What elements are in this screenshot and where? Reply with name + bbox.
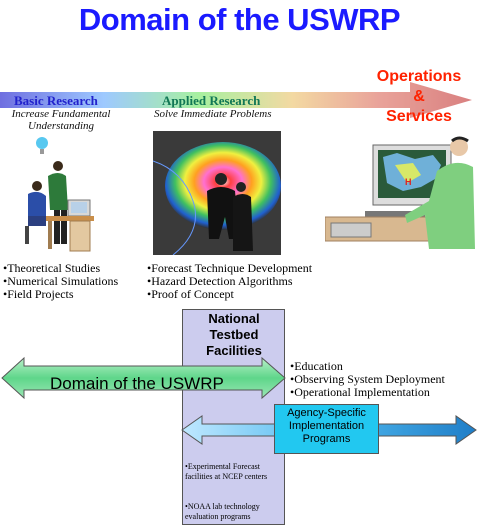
testbed-title: National Testbed Facilities bbox=[206, 311, 262, 358]
operations-services-label: Operations & Services bbox=[366, 67, 472, 127]
applied-research-bullets: Forecast Technique Development Hazard De… bbox=[147, 262, 347, 301]
list-item: Field Projects bbox=[3, 288, 153, 301]
domain-arrow bbox=[1, 356, 286, 400]
list-item: Forecast Technique Development bbox=[147, 262, 347, 275]
operations-line-1: Operations bbox=[376, 68, 462, 85]
forecaster-at-computer-illustration: H bbox=[325, 136, 475, 249]
testbed-note: •NOAA lab technology evaluation programs bbox=[185, 502, 283, 522]
researcher-at-desk-illustration bbox=[25, 137, 94, 252]
operations-line-2: & bbox=[413, 88, 425, 105]
list-item: Theoretical Studies bbox=[3, 262, 153, 275]
list-item: •NOAA lab technology evaluation programs bbox=[185, 502, 260, 521]
applied-research-label: Applied Research bbox=[162, 93, 261, 108]
testbed-note: •Experimental Forecast facilities at NCE… bbox=[185, 462, 283, 482]
basic-research-subtitle: Increase Fundamental Understanding bbox=[11, 108, 111, 132]
page-title: Domain of the USWRP bbox=[78, 2, 401, 37]
operations-line-3: Services bbox=[386, 108, 452, 125]
list-item: Operational Implementation bbox=[290, 386, 475, 399]
basic-research-bullets: Theoretical Studies Numerical Simulation… bbox=[3, 262, 153, 301]
list-item: Observing System Deployment bbox=[290, 373, 475, 386]
operations-bullets: Education Observing System Deployment Op… bbox=[290, 360, 475, 399]
applied-research-subtitle: Solve Immediate Problems bbox=[154, 108, 272, 120]
testbed-facilities-box bbox=[182, 309, 285, 525]
basic-research-label: Basic Research bbox=[14, 93, 98, 108]
svg-text:H: H bbox=[405, 177, 412, 187]
progression-arrow bbox=[0, 82, 472, 118]
list-item: Education bbox=[290, 360, 475, 373]
list-item: •Experimental Forecast facilities at NCE… bbox=[185, 462, 268, 481]
list-item: Numerical Simulations bbox=[3, 275, 153, 288]
list-item: Hazard Detection Algorithms bbox=[147, 275, 347, 288]
domain-arrow-label: Domain of the USWRP bbox=[50, 374, 224, 393]
list-item: Proof of Concept bbox=[147, 288, 347, 301]
radar-image-illustration bbox=[153, 131, 281, 255]
agency-specific-programs-box: Agency-Specific Implementation Programs bbox=[274, 404, 379, 454]
